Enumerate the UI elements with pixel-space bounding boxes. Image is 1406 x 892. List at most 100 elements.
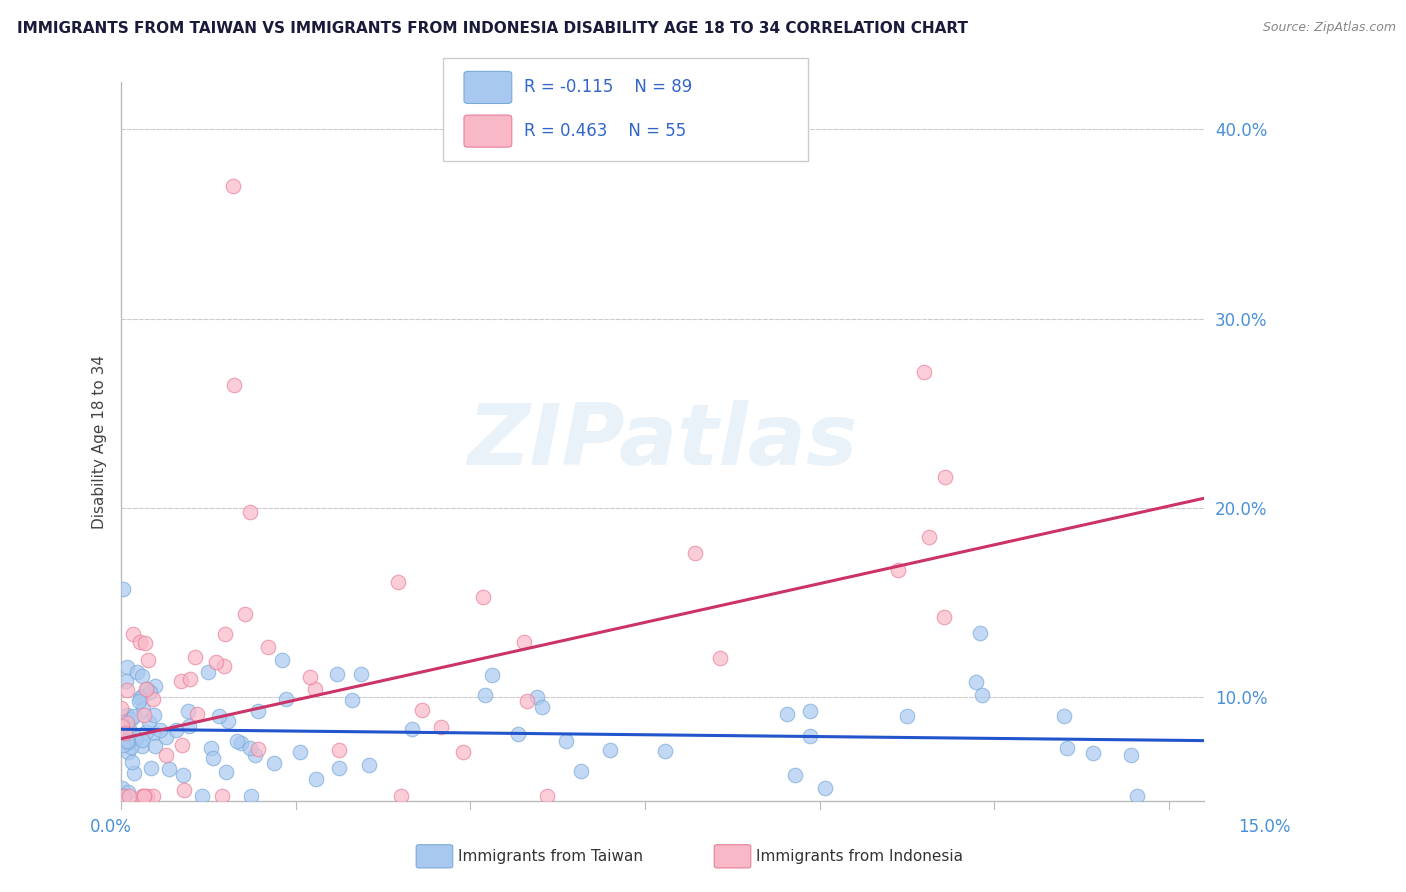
Point bbox=[200, 741, 222, 756]
Point bbox=[349, 666, 371, 681]
Point bbox=[117, 745, 139, 759]
Point bbox=[932, 610, 955, 624]
Point bbox=[229, 735, 252, 749]
Text: R = 0.463    N = 55: R = 0.463 N = 55 bbox=[524, 122, 686, 140]
Point bbox=[111, 781, 134, 796]
Point bbox=[134, 789, 156, 803]
Point bbox=[110, 701, 132, 715]
Point bbox=[122, 709, 145, 723]
Point bbox=[709, 650, 731, 665]
Point bbox=[114, 726, 136, 740]
Point bbox=[139, 685, 162, 699]
Point bbox=[115, 734, 138, 748]
Point bbox=[401, 722, 423, 736]
Point bbox=[246, 704, 269, 718]
Point bbox=[471, 591, 494, 605]
Point bbox=[212, 659, 235, 673]
Point bbox=[135, 789, 157, 803]
Point bbox=[110, 718, 132, 732]
Point bbox=[173, 783, 195, 797]
Point bbox=[141, 789, 163, 803]
Point bbox=[430, 721, 453, 735]
Point bbox=[155, 730, 177, 744]
Point bbox=[170, 674, 193, 689]
Point bbox=[783, 767, 806, 781]
Point bbox=[143, 708, 166, 723]
Point bbox=[896, 709, 918, 723]
Text: Immigrants from Taiwan: Immigrants from Taiwan bbox=[458, 849, 644, 863]
Point bbox=[115, 674, 138, 689]
Point bbox=[124, 765, 146, 780]
Point bbox=[112, 789, 135, 803]
Text: 0.0%: 0.0% bbox=[90, 818, 132, 836]
Point bbox=[214, 764, 236, 779]
Point bbox=[112, 789, 135, 803]
Point bbox=[531, 699, 554, 714]
Point bbox=[120, 740, 142, 755]
Point bbox=[149, 723, 172, 738]
Point bbox=[222, 179, 245, 194]
Point bbox=[115, 715, 138, 730]
Point bbox=[256, 640, 278, 655]
Point bbox=[451, 745, 474, 759]
Point bbox=[970, 688, 993, 702]
Point bbox=[131, 701, 153, 715]
Point bbox=[569, 764, 592, 778]
Point bbox=[183, 650, 205, 665]
Point bbox=[214, 626, 236, 640]
Point bbox=[243, 747, 266, 762]
Point bbox=[132, 789, 155, 803]
Point bbox=[474, 688, 496, 702]
Point bbox=[912, 365, 935, 379]
Point bbox=[387, 575, 409, 590]
Point bbox=[135, 682, 157, 697]
Point bbox=[239, 505, 262, 519]
Point bbox=[115, 682, 138, 697]
Point bbox=[208, 709, 231, 723]
Point bbox=[122, 627, 145, 641]
Point bbox=[325, 667, 347, 681]
Point bbox=[233, 607, 256, 621]
Point bbox=[969, 625, 991, 640]
Point bbox=[115, 660, 138, 674]
Point bbox=[135, 725, 157, 739]
Point bbox=[111, 738, 134, 752]
Point bbox=[263, 756, 285, 771]
Point bbox=[117, 735, 139, 749]
Point bbox=[304, 681, 326, 696]
Point bbox=[274, 692, 297, 706]
Point bbox=[934, 470, 956, 484]
Point bbox=[512, 635, 534, 649]
Point bbox=[135, 681, 157, 696]
Point bbox=[508, 727, 530, 741]
Point bbox=[1119, 747, 1142, 762]
Point bbox=[138, 715, 160, 730]
Point bbox=[172, 767, 194, 781]
Point bbox=[204, 655, 226, 669]
Point bbox=[776, 707, 799, 722]
Point bbox=[131, 690, 153, 704]
Point bbox=[328, 742, 350, 756]
Text: 15.0%: 15.0% bbox=[1239, 818, 1291, 836]
Text: ZIPatlas: ZIPatlas bbox=[467, 400, 858, 483]
Point bbox=[526, 690, 548, 705]
Point bbox=[411, 703, 433, 717]
Point bbox=[481, 667, 503, 681]
Point bbox=[290, 745, 312, 759]
Point bbox=[186, 707, 208, 722]
Point bbox=[131, 739, 153, 753]
Point bbox=[304, 772, 326, 787]
Point bbox=[328, 761, 350, 775]
Point bbox=[120, 712, 142, 726]
Text: Source: ZipAtlas.com: Source: ZipAtlas.com bbox=[1263, 21, 1396, 35]
Point bbox=[170, 738, 193, 752]
Point bbox=[132, 708, 155, 723]
Point bbox=[965, 674, 987, 689]
Point bbox=[226, 734, 249, 748]
Point bbox=[155, 748, 177, 763]
Point bbox=[599, 743, 621, 757]
Point bbox=[197, 665, 219, 679]
Point bbox=[129, 635, 152, 649]
Point bbox=[536, 789, 558, 803]
Point bbox=[143, 679, 166, 693]
